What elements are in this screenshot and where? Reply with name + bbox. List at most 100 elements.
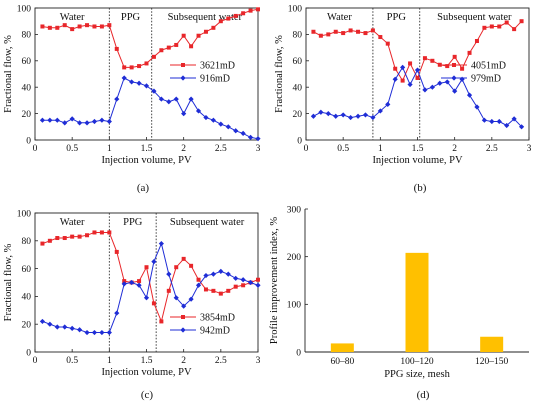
data-point bbox=[415, 75, 420, 80]
data-point bbox=[482, 25, 487, 30]
data-point bbox=[203, 287, 208, 292]
data-point bbox=[333, 113, 339, 119]
data-point bbox=[70, 234, 75, 239]
y-tick-label: 300 bbox=[287, 205, 302, 215]
y-tick-label: 100 bbox=[17, 4, 32, 14]
legend-marker bbox=[451, 75, 457, 81]
data-point bbox=[422, 87, 428, 93]
data-point bbox=[256, 7, 260, 12]
data-point bbox=[151, 301, 156, 306]
panel-a: 0 20 40 60 80 100 Fractional flow, % (a) 0 0.5 1 1.… bbox=[3, 4, 261, 194]
data-point bbox=[211, 25, 216, 30]
data-point bbox=[114, 46, 119, 51]
data-point bbox=[92, 24, 97, 29]
phase-label: PPG bbox=[123, 217, 143, 228]
data-point bbox=[211, 288, 216, 293]
y-tick-label: 20 bbox=[293, 110, 303, 120]
data-point bbox=[341, 31, 346, 36]
x-tick-label: 0.5 bbox=[66, 356, 78, 366]
data-point bbox=[203, 114, 209, 121]
phase-label: Water bbox=[60, 12, 85, 23]
x-tick-label: 2.5 bbox=[215, 356, 227, 366]
data-point bbox=[195, 108, 202, 114]
legend-marker bbox=[181, 315, 185, 319]
y-tick-label: 40 bbox=[293, 84, 303, 94]
phase-label: PPG bbox=[387, 12, 407, 23]
panel-b: 0 20 40 60 80 100 Fractional flow, % (b) 0 0.5 1 1.… bbox=[274, 4, 532, 194]
data-point bbox=[136, 282, 142, 288]
y-tick-label: 80 bbox=[293, 31, 303, 41]
y-tick-label: 0 bbox=[296, 348, 301, 358]
x-tick-label: 2 bbox=[452, 144, 457, 154]
legend-label: 942mD bbox=[200, 326, 230, 337]
data-point bbox=[137, 64, 142, 69]
data-point bbox=[40, 24, 45, 29]
data-point bbox=[225, 271, 231, 277]
data-point bbox=[99, 117, 105, 123]
data-point bbox=[99, 24, 104, 29]
data-point bbox=[136, 80, 142, 86]
legend-label: 916mD bbox=[200, 74, 230, 85]
data-point bbox=[55, 236, 60, 241]
data-point bbox=[114, 96, 120, 102]
data-point bbox=[151, 259, 157, 265]
data-point bbox=[226, 16, 231, 21]
data-point bbox=[39, 117, 46, 123]
x-tick-label: 100–120 bbox=[400, 357, 434, 367]
data-point bbox=[122, 279, 127, 284]
data-point bbox=[129, 79, 135, 85]
data-point bbox=[400, 64, 406, 70]
data-point bbox=[460, 66, 465, 71]
data-point bbox=[429, 84, 435, 90]
panel-caption: (a) bbox=[137, 182, 150, 194]
y-tick-label: 60 bbox=[22, 265, 32, 275]
data-point bbox=[166, 288, 171, 293]
data-point bbox=[422, 56, 427, 61]
legend-item: 942mD bbox=[170, 326, 230, 337]
x-tick-label: 2 bbox=[181, 356, 186, 366]
data-point bbox=[362, 112, 369, 118]
data-point bbox=[218, 121, 224, 127]
data-point bbox=[233, 13, 238, 18]
x-tick-label: 60–80 bbox=[330, 357, 354, 367]
series-line-916mD bbox=[42, 77, 259, 140]
data-point bbox=[489, 118, 495, 125]
data-point bbox=[77, 120, 83, 126]
legend-item: 3854mD bbox=[170, 313, 235, 324]
x-tick-label: 1 bbox=[378, 144, 383, 154]
data-point bbox=[466, 92, 473, 98]
x-axis-label: Injection volume, PV bbox=[372, 155, 463, 166]
data-point bbox=[210, 117, 216, 123]
data-point bbox=[91, 329, 98, 336]
panel-caption: (d) bbox=[417, 389, 430, 401]
data-point bbox=[445, 64, 450, 69]
phase-label: Water bbox=[60, 217, 85, 228]
bar-60–80 bbox=[330, 343, 354, 352]
x-axis-label: Injection volume, PV bbox=[101, 155, 192, 166]
data-point bbox=[340, 112, 346, 118]
data-point bbox=[512, 27, 517, 32]
data-point bbox=[355, 113, 361, 119]
data-point bbox=[77, 24, 82, 29]
data-point bbox=[174, 265, 179, 270]
data-point bbox=[218, 19, 223, 24]
phase-label: Subsequent water bbox=[437, 12, 512, 23]
y-tick-label: 20 bbox=[22, 110, 32, 120]
y-tick-label: 40 bbox=[22, 293, 32, 303]
data-point bbox=[241, 283, 246, 288]
data-point bbox=[318, 109, 324, 115]
data-point bbox=[333, 29, 338, 34]
data-point bbox=[255, 282, 261, 288]
x-tick-label: 120–150 bbox=[475, 357, 509, 367]
data-point bbox=[188, 296, 194, 302]
legend-label: 3621mD bbox=[200, 61, 235, 72]
x-tick-label: 0 bbox=[33, 144, 38, 154]
data-point bbox=[173, 96, 179, 102]
data-point bbox=[77, 234, 82, 239]
data-point bbox=[256, 277, 260, 282]
data-point bbox=[99, 230, 104, 235]
y-tick-label: 200 bbox=[287, 253, 302, 263]
y-axis-label: Fractional flow, % bbox=[3, 243, 14, 321]
data-point bbox=[318, 33, 323, 38]
